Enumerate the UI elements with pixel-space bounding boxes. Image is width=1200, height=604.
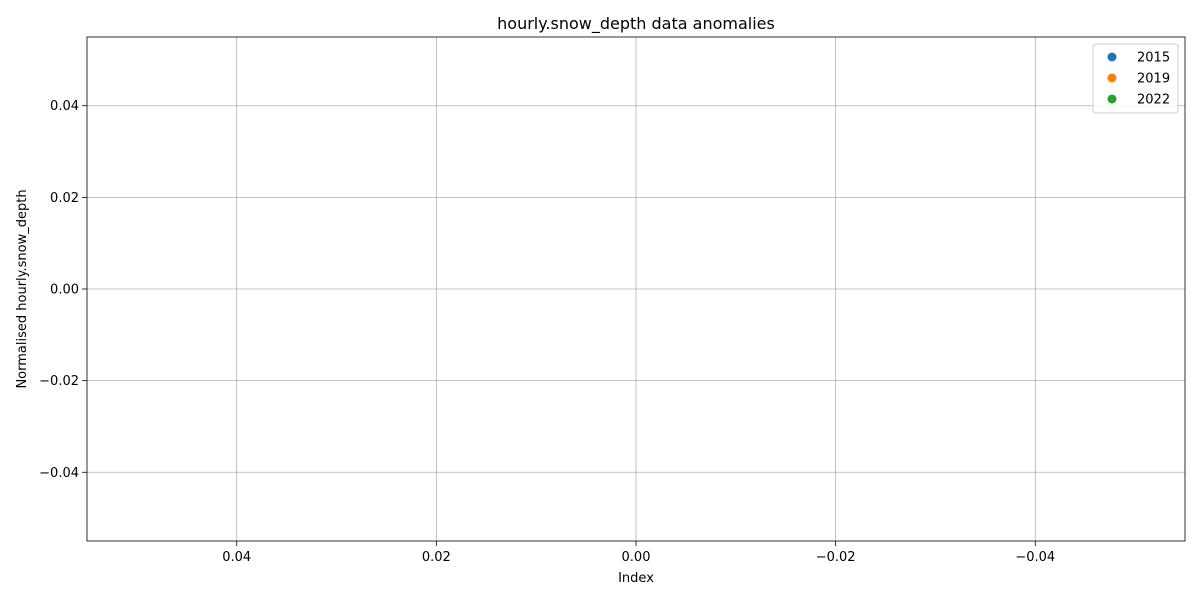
- y-axis-label: Normalised hourly.snow_depth: [15, 189, 30, 388]
- legend-marker: [1107, 94, 1117, 104]
- x-tick-label: −0.02: [816, 550, 856, 565]
- y-tick-label: 0.00: [50, 283, 79, 298]
- legend-label: 2019: [1137, 72, 1170, 87]
- y-tick-label: 0.02: [50, 191, 79, 206]
- x-axis-ticks: 0.04 0.02 0.00 −0.02 −0.04: [222, 541, 1055, 565]
- x-tick-label: 0.02: [422, 550, 451, 565]
- y-tick-label: −0.02: [39, 374, 79, 389]
- x-tick-label: 0.00: [622, 550, 651, 565]
- y-tick-label: −0.04: [39, 466, 79, 481]
- x-tick-label: 0.04: [222, 550, 251, 565]
- chart-title: hourly.snow_depth data anomalies: [497, 14, 775, 34]
- legend-marker: [1107, 52, 1117, 62]
- legend-label: 2022: [1137, 93, 1170, 108]
- y-tick-label: 0.04: [50, 99, 79, 114]
- x-tick-label: −0.04: [1015, 550, 1055, 565]
- x-axis-label: Index: [618, 571, 654, 586]
- grid-lines: [87, 37, 1185, 541]
- legend-label: 2015: [1137, 51, 1170, 66]
- y-axis-ticks: 0.04 0.02 0.00 −0.02 −0.04: [39, 99, 87, 481]
- legend-marker: [1107, 73, 1117, 83]
- legend: 2015 2019 2022: [1092, 43, 1179, 114]
